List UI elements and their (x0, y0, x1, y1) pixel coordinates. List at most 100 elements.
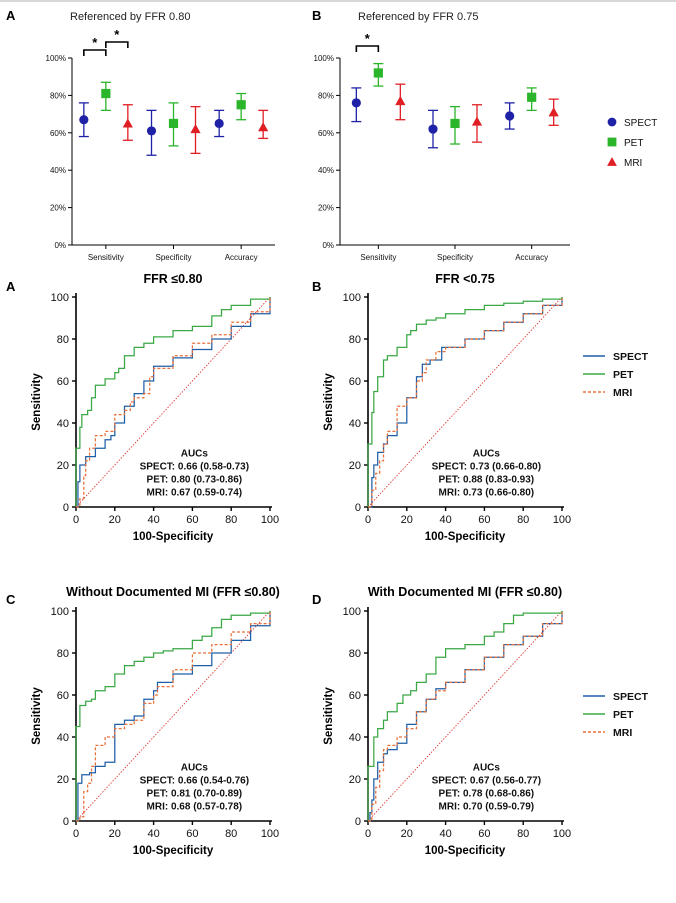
top-a-y-tick-label: 20% (50, 204, 66, 213)
top-a-y-tick-label: 60% (50, 129, 66, 138)
roc-d-roc-curve-mri (368, 611, 563, 822)
top-a-significance-bracket (105, 41, 129, 48)
roc-d-y-tick-label: 20 (349, 774, 361, 786)
roc-c-y-tick-label: 60 (57, 690, 69, 702)
roc-c-y-tick-label: 80 (57, 648, 69, 660)
top-a-point-spect (214, 118, 224, 129)
roc-d-y-tick-label: 80 (349, 648, 361, 660)
top-b-chart: B Referenced by FFR 0.75 0% 20% 40% 60% 80% 100… (312, 8, 657, 262)
roc-a-y-tick-label: 20 (57, 460, 69, 472)
legend-label-pet: PET (624, 138, 643, 149)
roc-a-y-axis-label: Sensitivity (31, 373, 43, 431)
roc-legend-label-spect: SPECT (613, 691, 649, 703)
top-b-y-tick-label: 60% (318, 129, 334, 138)
roc-legend-label-mri: MRI (613, 727, 632, 739)
roc-b-y-tick-label: 60 (349, 376, 361, 388)
roc-a-y-tick-label: 0 (63, 502, 69, 514)
roc-legend-label-pet: PET (613, 709, 634, 721)
top-b-y-tick-label: 80% (318, 91, 334, 100)
roc-a-x-tick-label: 60 (186, 514, 198, 526)
top-b-point-pet (373, 68, 383, 78)
roc-d-title: With Documented MI (FFR ≤0.80) (368, 585, 562, 599)
top-b-panel-letter: B (312, 8, 321, 23)
roc-a-auc-title: AUCs (181, 449, 209, 460)
roc-a-roc-curve-spect (76, 297, 271, 508)
roc-a-y-tick-label: 80 (57, 334, 69, 346)
roc-a-title: FFR ≤0.80 (144, 272, 203, 286)
top-a-point-spect (79, 115, 89, 125)
top-a-point-mri (190, 123, 201, 134)
roc-d-y-tick-label: 40 (349, 732, 361, 744)
top-a-category-label-sensitivity: Sensitivity (88, 253, 124, 262)
roc-b-x-tick-label: 40 (439, 514, 451, 526)
roc-d-roc-curve-pet (367, 611, 563, 821)
top-a-significance-star: * (114, 27, 120, 42)
roc-c-roc-curve-mri (76, 611, 271, 822)
roc-b-auc-line-spect: SPECT: 0.73 (0.66-0.80) (432, 462, 542, 473)
roc-d-panel-letter: D (312, 592, 321, 607)
roc-a-x-tick-label: 100 (261, 514, 279, 526)
legend-marker-spect (607, 117, 617, 127)
roc-b-title: FFR <0.75 (435, 272, 494, 286)
top-a-point-pet (168, 118, 179, 129)
top-b-point-mri (471, 116, 483, 126)
top-a-chart: A Referenced by FFR 0.80 0% 20% 40% 60% 80% 100… (6, 8, 275, 262)
roc-c-auc-line-spect: SPECT: 0.66 (0.54-0.76) (140, 776, 250, 787)
roc-b-y-tick-label: 100 (343, 292, 361, 304)
top-b-significance-star: * (365, 31, 371, 46)
roc-a-panel-letter: A (6, 279, 16, 294)
roc-a-x-tick-label: 20 (109, 514, 121, 526)
top-a-category-label-specificity: Specificity (155, 253, 191, 262)
legend-marker-mri (607, 157, 617, 166)
roc-a-y-tick-label: 100 (51, 292, 69, 304)
top-a-point-pet (236, 100, 246, 110)
roc-b-y-axis-label: Sensitivity (323, 373, 335, 431)
roc-a-auc-line-spect: SPECT: 0.66 (0.58-0.73) (140, 462, 250, 473)
roc-d-auc-line-pet: PET: 0.78 (0.68-0.86) (439, 789, 535, 800)
roc-d-y-tick-label: 60 (349, 690, 361, 702)
top-a-point-pet (101, 88, 111, 99)
top-b-point-spect (428, 124, 438, 134)
legend-label-spect: SPECT (624, 118, 657, 129)
roc-a-x-axis-label: 100-Specificity (133, 531, 214, 543)
top-b-category-label-specificity: Specificity (437, 253, 473, 262)
roc-c-auc-line-pet: PET: 0.81 (0.70-0.89) (147, 789, 243, 800)
roc-b-y-tick-label: 40 (349, 418, 361, 430)
top-b-category-label-accuracy: Accuracy (515, 253, 548, 262)
roc-b-roc-curve-mri (368, 297, 563, 508)
roc-c-auc-line-mri: MRI: 0.68 (0.57-0.78) (147, 802, 243, 813)
roc-c-x-axis-label: 100-Specificity (133, 845, 214, 857)
roc-c-title: Without Documented MI (FFR ≤0.80) (66, 585, 280, 599)
top-a-y-tick-label: 40% (50, 166, 66, 175)
roc-b-x-tick-label: 0 (365, 514, 371, 526)
top-b-significance-bracket (355, 45, 380, 52)
top-b-point-pet (450, 118, 460, 129)
top-a-significance-bracket (83, 49, 107, 56)
roc-b-auc-line-pet: PET: 0.88 (0.83-0.93) (439, 475, 535, 486)
roc-a-auc-line-pet: PET: 0.80 (0.73-0.86) (147, 475, 243, 486)
roc-b-roc-curve-pet (367, 297, 563, 507)
roc-d-y-tick-label: 100 (343, 606, 361, 618)
roc-b-panel-letter: B (312, 279, 321, 294)
roc-d-x-axis-label: 100-Specificity (425, 845, 506, 857)
top-a-y-tick-label: 80% (50, 91, 66, 100)
legend-marker-pet (607, 137, 617, 147)
roc-d-x-tick-label: 0 (365, 828, 371, 840)
roc-c-y-tick-label: 0 (63, 816, 69, 828)
roc-a-x-tick-label: 40 (147, 514, 159, 526)
top-b-y-tick-label: 20% (318, 204, 334, 213)
roc-d-x-tick-label: 20 (401, 828, 413, 840)
roc-b-reference-diagonal (367, 296, 563, 508)
roc-b-y-tick-label: 80 (349, 334, 361, 346)
top-b-y-tick-label: 100% (314, 54, 334, 63)
roc-c-x-tick-label: 80 (225, 828, 237, 840)
roc-b-x-tick-label: 80 (517, 514, 529, 526)
top-a-y-tick-label: 0% (54, 241, 66, 250)
roc-legend-label-spect: SPECT (613, 351, 649, 363)
roc-d-auc-title: AUCs (473, 763, 501, 774)
roc-c-y-tick-label: 20 (57, 774, 69, 786)
roc-d-x-tick-label: 100 (553, 828, 571, 840)
top-a-point-spect (146, 126, 157, 136)
roc-c-y-tick-label: 100 (51, 606, 69, 618)
roc-c-x-tick-label: 40 (147, 828, 159, 840)
